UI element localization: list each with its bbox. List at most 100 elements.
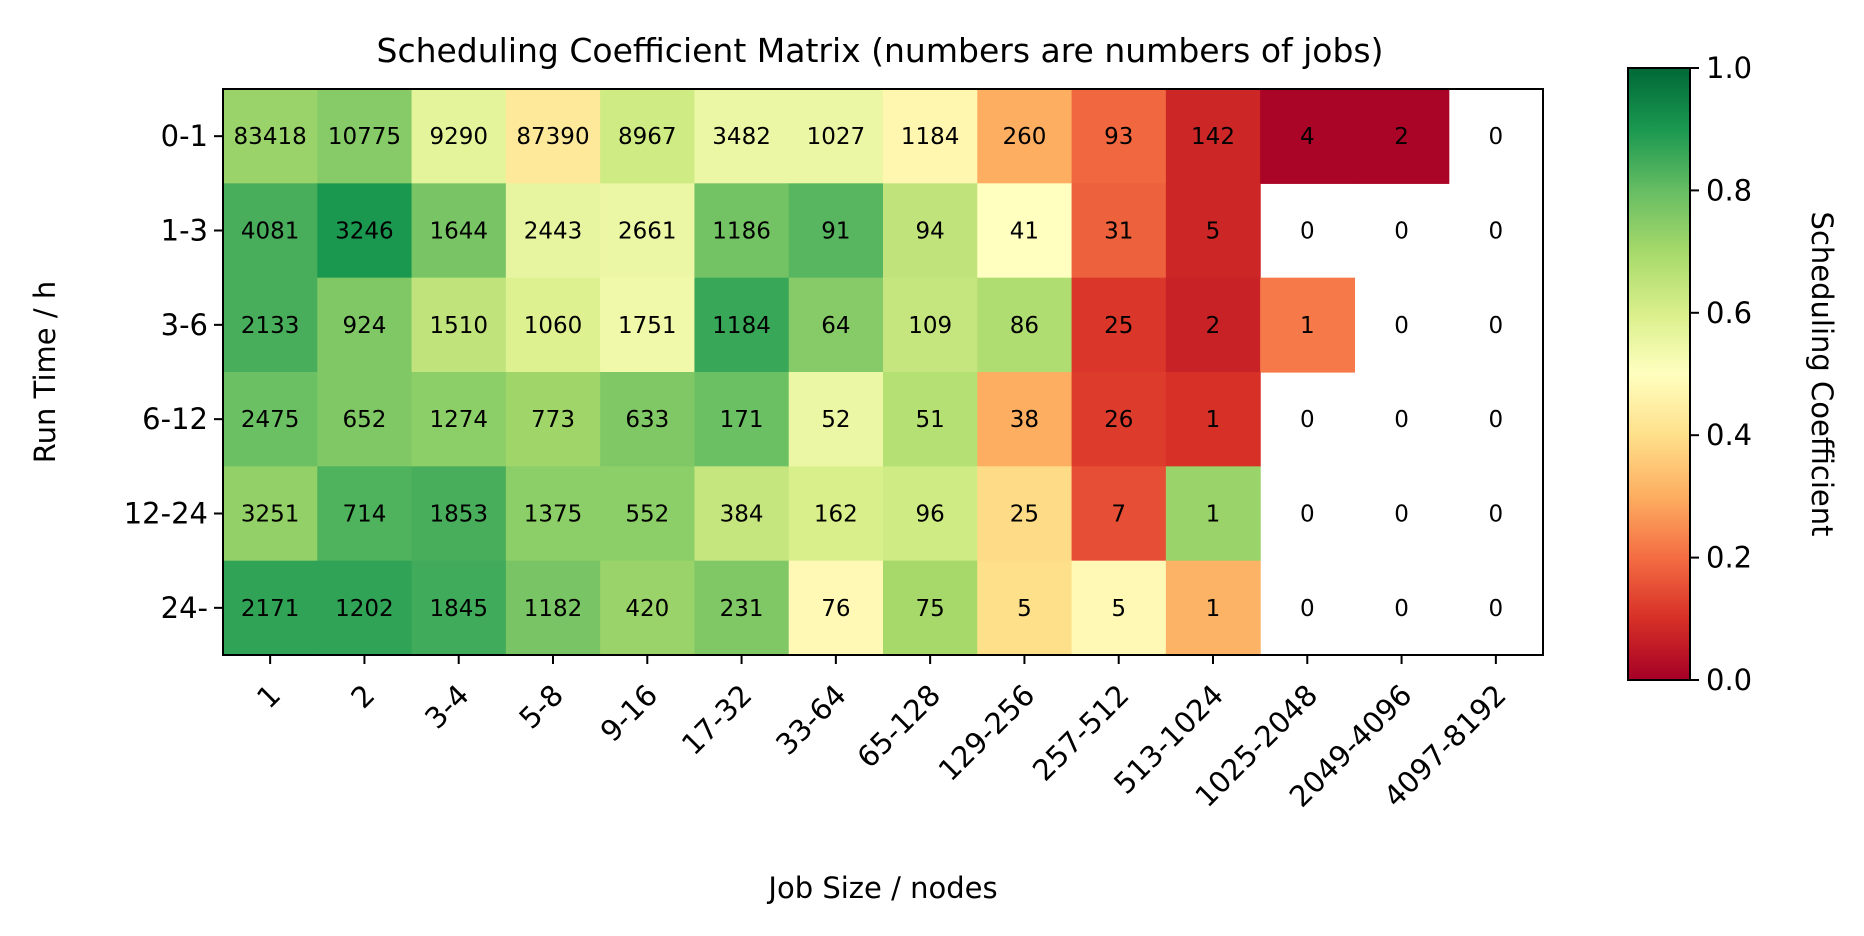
heatmap-cell: [223, 372, 318, 467]
y-tick-label: 1-3: [161, 214, 208, 248]
colorbar-label: Scheduling Coefficient: [1805, 212, 1839, 537]
cell-count-label: 26: [1104, 407, 1133, 433]
x-tick-label: 129-256: [932, 678, 1042, 788]
cell-count-label: 1: [1206, 502, 1221, 528]
heatmap-cell: [411, 183, 507, 279]
cell-count-label: 1644: [429, 219, 488, 245]
cell-count-label: 83418: [234, 124, 307, 150]
heatmap-cell: [788, 560, 884, 656]
heatmap-cell: [505, 183, 601, 279]
heatmap-cell: [883, 560, 978, 656]
cell-count-label: 8967: [618, 124, 677, 150]
heatmap-cell: [883, 89, 978, 184]
plot-frame: [222, 88, 1544, 656]
cell-count-label: 0: [1489, 502, 1504, 528]
heatmap-cell: [317, 183, 413, 279]
colorbar-ticks: 0.0 0.2 0.4 0.6 0.8 1.0: [1690, 51, 1752, 697]
heatmap-cell: [600, 277, 696, 373]
cell-count-label: 231: [720, 596, 764, 622]
cell-count-label: 171: [720, 407, 764, 433]
cell-count-label: 0: [1300, 502, 1315, 528]
colorbar-tick-label: 0.2: [1706, 541, 1752, 575]
cell-count-label: 773: [531, 407, 575, 433]
cell-count-label: 4081: [241, 219, 300, 245]
cell-count-label: 9290: [429, 124, 488, 150]
cell-count-label: 93: [1104, 124, 1133, 150]
x-tick-label: 65-128: [850, 678, 947, 775]
cell-count-label: 86: [1010, 313, 1039, 339]
heatmap-cell: [1071, 277, 1167, 373]
heatmap-cell: [600, 466, 696, 562]
cell-count-label: 1027: [807, 124, 866, 150]
cell-count-label: 3246: [335, 219, 394, 245]
cell-count-label: 94: [916, 219, 945, 245]
cell-count-label: 25: [1010, 502, 1039, 528]
cell-count-label: 5: [1206, 219, 1221, 245]
heatmap-cell: [694, 560, 790, 656]
cell-count-label: 0: [1394, 596, 1409, 622]
cell-count-label: 0: [1394, 502, 1409, 528]
heatmap-cell: [694, 372, 790, 467]
colorbar-tick-label: 0.6: [1706, 296, 1752, 330]
cell-count-label: 52: [821, 407, 850, 433]
cell-count-label: 0: [1300, 407, 1315, 433]
x-tick-label: 33-64: [769, 678, 853, 762]
heatmap-cell: [600, 183, 696, 279]
heatmap-cell: [411, 372, 507, 467]
cell-count-label: 552: [625, 502, 669, 528]
heatmap-cell: [788, 277, 884, 373]
cell-count-label: 3482: [712, 124, 771, 150]
heatmap-cell: [1071, 466, 1167, 562]
heatmap-cell: [1165, 560, 1261, 656]
y-tick-label: 6-12: [142, 402, 208, 436]
colorbar-tick-label: 0.8: [1706, 173, 1752, 207]
heatmap-cell: [694, 183, 790, 279]
heatmap-cell: [1165, 466, 1261, 562]
cell-count-label: 0: [1489, 407, 1504, 433]
heatmap-cell: [1071, 560, 1167, 656]
cell-count-label: 2: [1394, 124, 1409, 150]
colorbar-tick-label: 0.4: [1706, 418, 1752, 452]
cell-count-label: 384: [720, 502, 764, 528]
cell-count-label: 5: [1111, 596, 1126, 622]
heatmap-cell: [600, 89, 696, 184]
cell-count-label: 2475: [241, 407, 300, 433]
heatmap-cell: [1165, 372, 1261, 467]
heatmap-cell: [977, 89, 1073, 184]
heatmap-cell: [505, 466, 601, 562]
cell-count-label: 1: [1300, 313, 1315, 339]
chart-title: Scheduling Coefficient Matrix (numbers a…: [377, 31, 1384, 70]
heatmap-cell: [411, 466, 507, 562]
heatmap-cell: [600, 372, 696, 467]
cell-count-label: 652: [342, 407, 386, 433]
cell-count-label: 1182: [524, 596, 583, 622]
heatmap-cell: [317, 89, 413, 184]
cell-count-label: 0: [1489, 124, 1504, 150]
cell-count-label: 51: [916, 407, 945, 433]
cell-count-label: 4: [1300, 124, 1315, 150]
cell-count-label: 1186: [712, 219, 771, 245]
cell-count-label: 91: [821, 219, 850, 245]
cell-count-label: 0: [1489, 596, 1504, 622]
heatmap-cell: [694, 466, 790, 562]
heatmap-cell: [883, 183, 978, 279]
cell-count-label: 1184: [901, 124, 960, 150]
x-tick-label: 2: [344, 678, 381, 715]
heatmap-cell: [1260, 277, 1356, 373]
cell-count-label: 714: [342, 502, 386, 528]
cell-count-label: 924: [342, 313, 386, 339]
x-tick-label: 1: [250, 678, 287, 715]
cell-count-label: 75: [916, 596, 945, 622]
heatmap-cell: [1165, 277, 1261, 373]
cell-count-label: 2443: [524, 219, 583, 245]
cell-count-label: 0: [1394, 219, 1409, 245]
cell-count-label: 1184: [712, 313, 771, 339]
cell-count-label: 31: [1104, 219, 1133, 245]
x-tick-label: 5-8: [512, 678, 570, 736]
x-tick-label: 17-32: [675, 678, 759, 762]
colorbar-tick-label: 0.0: [1706, 663, 1752, 697]
cell-count-label: 109: [908, 313, 952, 339]
cell-count-label: 76: [821, 596, 850, 622]
cell-count-label: 420: [625, 596, 669, 622]
heatmap-cell: [1260, 89, 1356, 184]
